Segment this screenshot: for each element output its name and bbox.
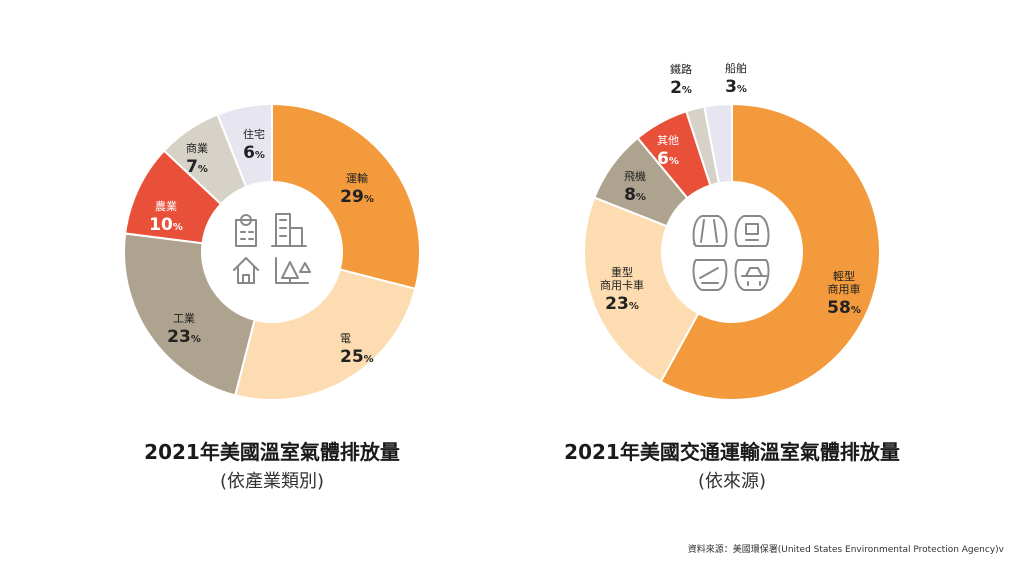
chart-subtitle-industry: (依產業類別) — [220, 471, 324, 492]
chart-title-industry: 2021年美國溫室氣體排放量 — [144, 440, 400, 464]
slice-name: 船舶 — [725, 61, 747, 75]
slice-0 — [659, 102, 881, 401]
slice-value: 2% — [670, 78, 692, 98]
slice-name: 運輸 — [346, 171, 368, 185]
slice-5 — [216, 102, 273, 189]
slice-label-1: 電 25% — [340, 332, 374, 367]
office-tower-icon — [271, 213, 307, 247]
slice-name: 電 — [340, 332, 351, 345]
slice-label-3: 其他 6% — [657, 134, 679, 169]
slice-name: 重型 — [611, 265, 633, 279]
slice-value: 6% — [243, 143, 265, 163]
airplane-icon — [692, 259, 728, 291]
house-icon — [233, 257, 259, 284]
slice-name: 商用卡車 — [600, 278, 644, 292]
slice-value: 25% — [340, 347, 374, 367]
building-icon — [235, 214, 257, 247]
donut-hole — [663, 183, 801, 321]
slice-value: 8% — [624, 185, 646, 205]
slice-name: 飛機 — [624, 169, 646, 183]
slice-name: 商業 — [186, 141, 208, 155]
center-icons — [692, 215, 770, 291]
slice-name: 商用車 — [828, 282, 861, 296]
slice-label-0: 運輸 29% — [340, 171, 374, 207]
slice-5 — [703, 102, 733, 185]
slice-value: 3% — [725, 77, 747, 97]
slice-name: 輕型 — [833, 269, 855, 283]
slice-label-2: 飛機 8% — [624, 169, 646, 205]
slice-name: 工業 — [173, 312, 195, 325]
slice-name: 農業 — [155, 199, 177, 213]
slice-value: 10% — [149, 215, 183, 235]
slice-value: 23% — [167, 327, 201, 347]
slice-label-4: 商業 7% — [186, 141, 208, 177]
slice-label-5: 住宅 6% — [243, 127, 265, 163]
slice-1 — [233, 268, 417, 401]
car-icon — [734, 259, 770, 291]
slice-value: 6% — [657, 149, 679, 169]
slice-label-2: 工業 23% — [167, 312, 201, 347]
slice-0 — [271, 102, 421, 291]
truck-icon — [734, 215, 770, 247]
slice-label-5: 船舶 3% — [725, 61, 747, 97]
slice-label-3: 農業 10% — [149, 199, 183, 235]
slice-value: 58% — [827, 298, 861, 318]
slice-1 — [583, 196, 700, 384]
center-icons — [233, 213, 311, 284]
slice-label-4: 鐵路 2% — [670, 62, 692, 98]
chart-subtitle-transport: (依來源) — [698, 471, 766, 492]
factory-icon — [275, 257, 311, 284]
slice-name: 住宅 — [243, 127, 265, 141]
slice-value: 23% — [605, 294, 639, 314]
slice-value: 7% — [186, 157, 208, 177]
road-icon — [692, 215, 728, 247]
slice-value: 29% — [340, 187, 374, 207]
source-note: 資料來源：美國環保署(United States Environmental P… — [688, 543, 1005, 555]
slice-name: 鐵路 — [670, 62, 692, 76]
industry-emissions-donut: 運輸 29% 電 25% 工業 23% 農業 10% 商業 7% 住宅 6% — [123, 102, 421, 401]
chart-title-transport: 2021年美國交通運輸溫室氣體排放量 — [564, 440, 900, 464]
slice-name: 其他 — [657, 134, 679, 147]
slice-2 — [123, 232, 256, 397]
donut-hole — [203, 183, 341, 321]
